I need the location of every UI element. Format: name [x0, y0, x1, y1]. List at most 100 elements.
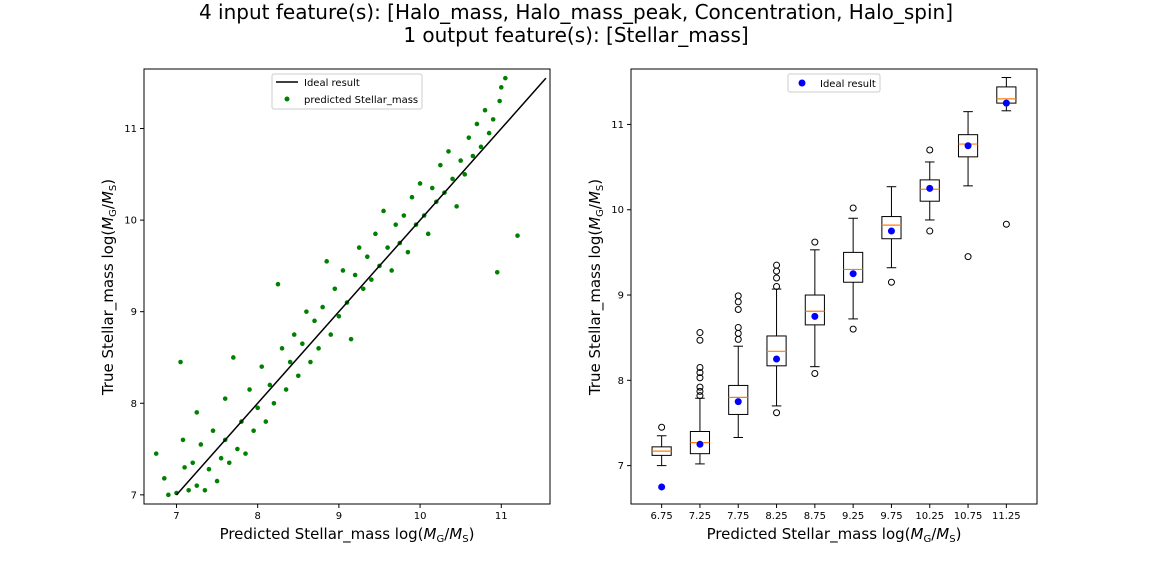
- scatter-point: [405, 249, 411, 255]
- scatter-point: [235, 446, 240, 452]
- boxplot-y-tick-label: 9: [618, 291, 624, 302]
- scatter-point: [218, 455, 224, 461]
- legend-ideal-point-marker: [798, 79, 806, 87]
- box-flier: [658, 423, 666, 431]
- boxplot-panel: 6.75 7.25 7.75 8.25 8.75 9.25 9.75 10.25 10.75 11…: [586, 68, 1038, 545]
- boxplot-x-tick-label: 9.25: [842, 511, 864, 522]
- box-flier: [696, 369, 704, 377]
- box-flier: [734, 298, 742, 306]
- scatter-point: [497, 98, 502, 104]
- box-7.75: [728, 292, 749, 438]
- box-flier: [773, 261, 781, 269]
- scatter-point: [503, 75, 508, 81]
- scatter-point: [352, 272, 358, 278]
- boxplot-x-tick-label: 6.75: [651, 511, 673, 522]
- scatter-point: [214, 478, 220, 484]
- scatter-x-tick-label: 10: [414, 511, 427, 522]
- scatter-point: [231, 355, 236, 360]
- boxplot-x-tick-label: 7.75: [727, 511, 749, 522]
- scatter-point: [486, 130, 492, 136]
- boxplot-xlabel-prefix: Predicted Stellar_mass log(: [707, 525, 911, 544]
- scatter-point: [198, 442, 204, 447]
- ideal-result-point: [658, 483, 666, 491]
- scatter-point: [312, 318, 317, 324]
- box-flier: [926, 227, 934, 235]
- scatter-point: [494, 270, 500, 275]
- scatter-point: [243, 451, 248, 456]
- ideal-result-point: [773, 355, 781, 363]
- ideal-result-point: [696, 440, 704, 448]
- scatter-x-tick-label: 9: [336, 511, 342, 522]
- scatter-point: [182, 465, 187, 470]
- ideal-result-point: [811, 312, 819, 320]
- box-flier: [773, 409, 781, 417]
- figure-title-line-2: 1 output feature(s): [Stellar_mass]: [403, 23, 748, 47]
- boxplot-x-tick-label: 10.75: [954, 511, 983, 522]
- scatter-point: [458, 158, 463, 163]
- scatter-axis-ticks: 7 8 9 10 11 7 8 9 10 11: [124, 124, 507, 522]
- box-flier: [734, 292, 742, 300]
- scatter-y-tick-label: 11: [124, 124, 137, 135]
- box-9.75: [881, 186, 902, 286]
- box-flier: [734, 329, 742, 337]
- box-flier: [926, 146, 934, 154]
- box-6.75: [651, 423, 672, 467]
- box-10.75: [957, 111, 979, 261]
- boxplot-y-axis-label: True Stellar_mass log(MG/MS): [586, 179, 606, 396]
- scatter-point: [283, 387, 289, 392]
- box-8.75: [804, 238, 825, 377]
- scatter-point: [490, 117, 496, 122]
- box-flier: [849, 204, 857, 212]
- scatter-point: [429, 185, 435, 191]
- ideal-result-point: [964, 142, 972, 150]
- boxplot-ylabel-prefix: True Stellar_mass log(: [586, 230, 605, 396]
- scatter-ylabel-prefix: True Stellar_mass log(: [99, 230, 118, 396]
- scatter-point: [474, 121, 480, 127]
- scatter-point: [206, 466, 212, 472]
- scatter-plot-panel: 7 8 9 10 11 7 8 9 10 11 Ideal result predicted St…: [99, 68, 551, 545]
- scatter-point: [275, 281, 281, 287]
- box-flier: [811, 370, 819, 377]
- scatter-point: [255, 405, 260, 411]
- box-flier: [696, 374, 704, 382]
- boxplot-x-tick-label: 10.25: [915, 511, 944, 522]
- box-iqr: [843, 251, 864, 283]
- scatter-point: [300, 341, 305, 347]
- scatter-point: [263, 419, 269, 424]
- scatter-point: [356, 245, 362, 250]
- scatter-point: [425, 231, 431, 237]
- scatter-point: [308, 359, 313, 365]
- ideal-result-point: [849, 270, 857, 278]
- scatter-point: [186, 487, 191, 493]
- scatter-point: [478, 144, 484, 150]
- boxplot-legend-box: [787, 73, 881, 93]
- scatter-xlabel-prefix: Predicted Stellar_mass log(: [220, 525, 424, 544]
- box-flier: [696, 387, 704, 395]
- boxplot-x-tick-label: 11.25: [992, 511, 1021, 522]
- legend-ideal-result-label: Ideal result: [304, 78, 360, 89]
- scatter-point: [389, 268, 394, 273]
- scatter-legend: Ideal result predicted Stellar_mass: [271, 73, 423, 110]
- ideal-result-point: [887, 227, 895, 235]
- scatter-point: [336, 313, 342, 319]
- scatter-y-tick-label: 7: [131, 490, 137, 501]
- scatter-point: [295, 373, 301, 379]
- boxplot-y-tick-label: 7: [618, 461, 624, 472]
- scatter-point: [279, 346, 285, 351]
- scatter-point: [365, 254, 370, 260]
- boxplot-x-tick-label: 8.25: [765, 511, 787, 522]
- boxplot-boxes-group: [651, 77, 1017, 467]
- box-flier: [696, 364, 704, 372]
- boxplot-y-tick-label: 11: [611, 120, 624, 131]
- scatter-y-tick-label: 10: [124, 216, 137, 227]
- scatter-point: [360, 286, 366, 292]
- box-flier: [696, 383, 704, 391]
- scatter-point: [446, 149, 451, 154]
- scatter-point: [271, 400, 277, 406]
- scatter-x-tick-label: 7: [173, 511, 179, 522]
- ideal-result-point: [1002, 99, 1010, 107]
- scatter-point: [202, 487, 208, 493]
- scatter-point: [462, 172, 468, 177]
- scatter-point: [178, 359, 183, 365]
